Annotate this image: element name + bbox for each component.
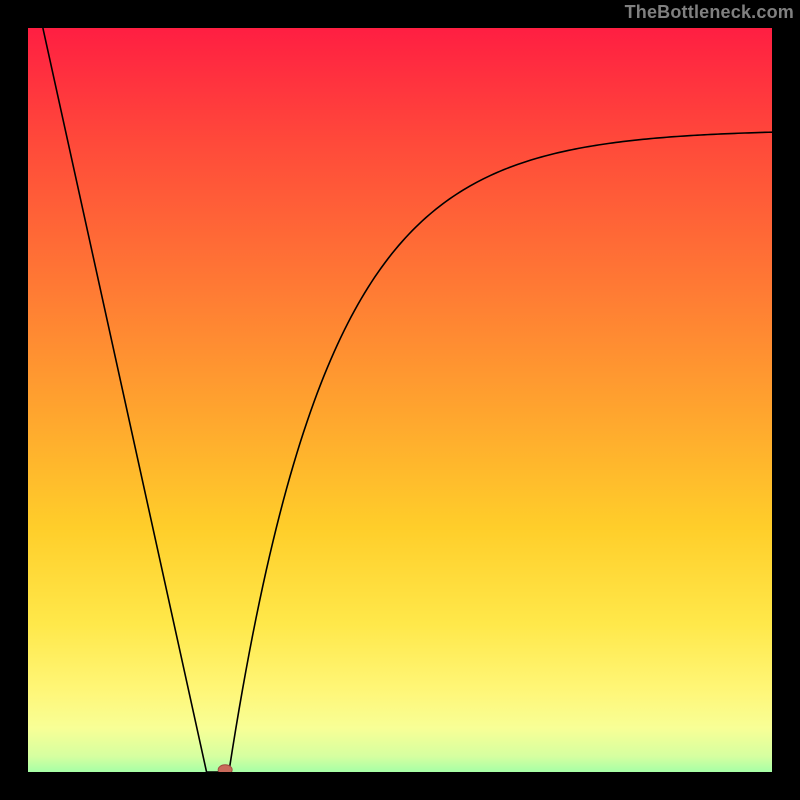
bottleneck-chart bbox=[0, 0, 800, 800]
watermark-label: TheBottleneck.com bbox=[625, 2, 794, 23]
chart-canvas: TheBottleneck.com bbox=[0, 0, 800, 800]
gradient-background bbox=[0, 0, 800, 800]
